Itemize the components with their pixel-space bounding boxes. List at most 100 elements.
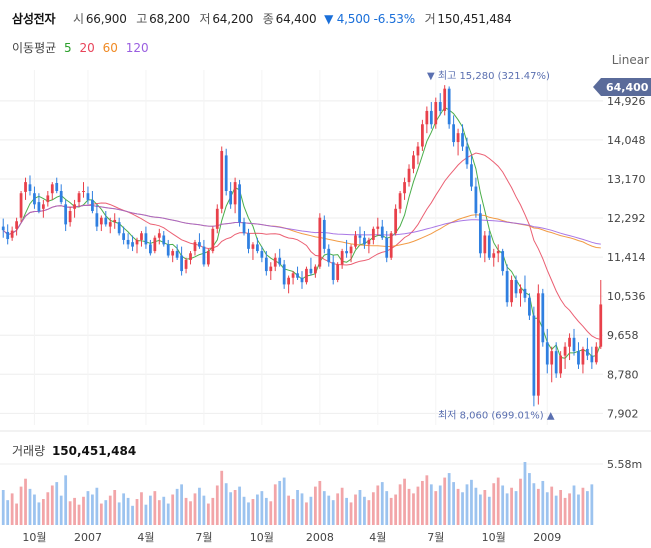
candle-body [50, 184, 54, 194]
candle-body [46, 195, 50, 203]
volume-bar [238, 486, 241, 525]
volume-bar [202, 495, 206, 525]
scale-toggle[interactable]: Linear [611, 53, 649, 67]
volume-bar [363, 496, 366, 525]
candle-body [318, 217, 322, 267]
volume-bar [189, 501, 192, 525]
low-label: 저 [199, 12, 211, 26]
candle-body [474, 186, 478, 214]
volume-bar [247, 502, 250, 525]
candle-body [496, 251, 500, 254]
candle-body [229, 191, 233, 205]
candle-body [452, 124, 455, 143]
ma-120-label: 120 [125, 41, 149, 55]
volume-bar [256, 494, 259, 525]
candle-body [144, 233, 148, 245]
volume-bar [412, 493, 415, 525]
y-tick-label: 7,902 [607, 407, 639, 420]
y-tick-label: 9,658 [607, 329, 639, 342]
volume-bar [6, 500, 10, 525]
candle-body [260, 251, 264, 258]
candle-body [367, 239, 371, 245]
candle-body [389, 233, 393, 258]
open-value: 66,900 [85, 12, 127, 26]
candle-body [220, 150, 224, 209]
candle-body [180, 255, 183, 272]
volume-bar [349, 502, 353, 525]
stock-name: 삼성전자 [12, 12, 56, 26]
volume-bar [108, 495, 112, 525]
volume-bar [68, 501, 72, 525]
volume-panel-header: 거래량 150,451,484 [12, 442, 136, 459]
y-tick-label: 12,292 [607, 212, 646, 225]
volume-bar [264, 497, 268, 525]
volume-bar [211, 497, 215, 525]
low-annotation: 최저 8,060 (699.01%) ▲ [438, 409, 555, 421]
x-tick-label: 10월 [22, 531, 46, 544]
candle-body [10, 230, 14, 238]
volume-bar [438, 485, 442, 525]
volume-bar [166, 503, 170, 525]
x-tick-label: 4월 [137, 531, 154, 544]
current-price-tag-text: 64,400 [606, 81, 649, 94]
volume-bar [470, 479, 473, 525]
volume-bar [483, 490, 487, 525]
volume-bar [465, 484, 469, 525]
volume-bar [309, 496, 313, 525]
candle-body [233, 182, 237, 205]
candle-body [398, 193, 402, 209]
volume-bar [15, 503, 18, 525]
x-tick-label: 2007 [74, 531, 102, 544]
volume-bar [180, 484, 183, 525]
volume-bar [528, 473, 531, 525]
candle-body [443, 88, 447, 111]
x-tick-label: 10월 [482, 531, 506, 544]
volume-bar [157, 500, 161, 525]
candle-body [264, 257, 268, 272]
volume-panel-value: 150,451,484 [51, 444, 137, 458]
candle-body [73, 204, 76, 209]
candle-body [563, 346, 567, 356]
volume-bar [113, 490, 117, 525]
candle-body [528, 297, 531, 316]
volume-bar [300, 493, 304, 525]
volume-bar [206, 503, 210, 525]
price-header: 삼성전자 시 66,900 고 68,200 저 64,200 종 64,400 ▼ 4… [12, 10, 512, 27]
volume-bar [313, 486, 317, 525]
y-axis: 14,926 14,048 13,170 12,292 11,414 10,536 9,65… [607, 95, 646, 420]
ma-5-line [2, 106, 602, 359]
volume-bar [434, 491, 438, 525]
volume-bar [224, 483, 228, 525]
candle-body [269, 266, 273, 272]
ma-60-label: 60 [102, 41, 118, 55]
volume-bar [287, 495, 291, 525]
candle-body [256, 244, 259, 252]
candle-body [363, 237, 366, 245]
candle-body [407, 168, 411, 183]
volume-bar [91, 494, 94, 525]
y-tick-label: 13,170 [607, 173, 646, 186]
volume-bar [327, 495, 331, 525]
candle-body [599, 304, 603, 347]
candle-body [470, 164, 473, 187]
candle-body [247, 233, 250, 249]
ma-legend[interactable]: 이동평균 5 20 60 120 [12, 39, 153, 56]
candle-body [175, 251, 179, 258]
x-tick-label: 7월 [195, 531, 212, 544]
volume-bar [175, 488, 179, 525]
volume-bar [407, 488, 411, 525]
candle-body [296, 273, 299, 278]
volume-bar [541, 480, 545, 525]
candle-body [594, 346, 598, 363]
volume-bar [153, 491, 157, 525]
volume-bar [340, 487, 344, 525]
low-value: 64,200 [212, 12, 254, 26]
volume-bar [519, 478, 522, 525]
volume-bar [421, 480, 424, 525]
volume-bar [122, 493, 126, 525]
volume-bar [523, 462, 527, 525]
candle-body [590, 355, 594, 363]
volume-bar [251, 499, 255, 525]
candle-body [135, 239, 139, 245]
